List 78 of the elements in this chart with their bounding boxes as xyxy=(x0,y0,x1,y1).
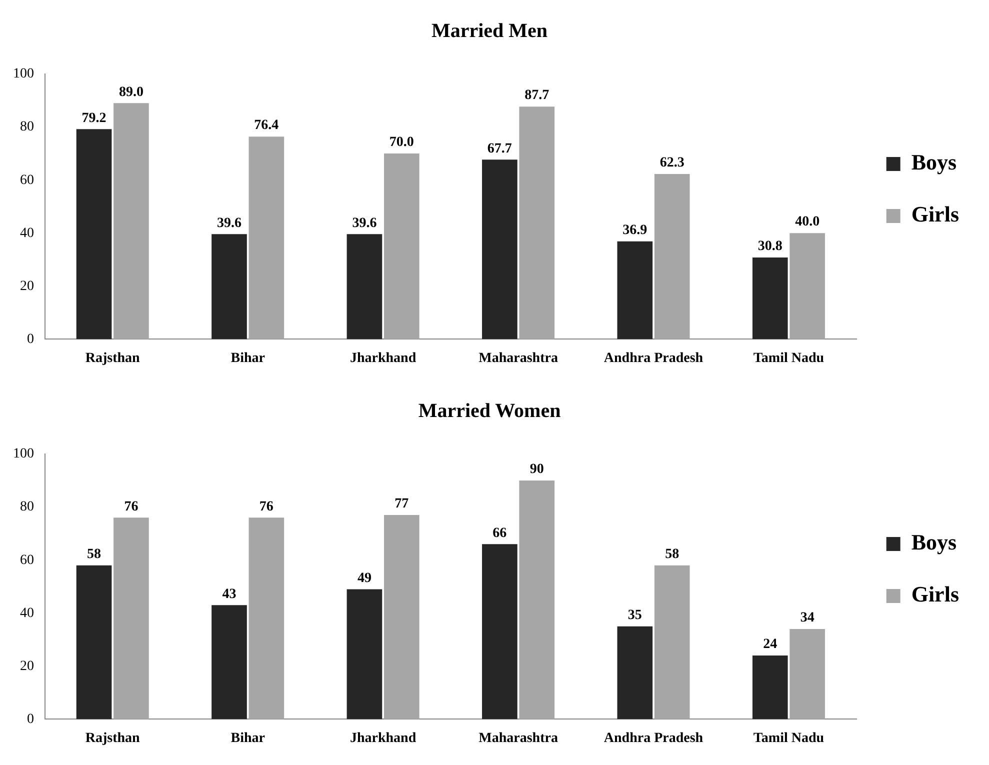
legend-label: Boys xyxy=(911,530,958,555)
bar xyxy=(384,514,420,720)
bar xyxy=(248,136,284,340)
data-label: 76 xyxy=(259,499,274,514)
data-label: 49 xyxy=(357,570,372,586)
data-label: 58 xyxy=(87,546,102,562)
data-label: 40.0 xyxy=(795,214,820,230)
bar xyxy=(519,106,555,340)
data-label: 62.3 xyxy=(660,156,684,171)
data-label: 90 xyxy=(530,462,544,478)
data-label: 39.6 xyxy=(352,216,377,231)
bar xyxy=(482,160,518,340)
bar xyxy=(617,626,653,720)
data-label: 24 xyxy=(763,637,778,652)
bar xyxy=(482,544,518,720)
x-tick-label: Rajsthan xyxy=(85,731,140,746)
x-tick-label: Andhra Pradesh xyxy=(604,351,704,366)
x-tick-label: Tamil Nadu xyxy=(753,731,824,746)
chart-title: Married Men xyxy=(431,20,548,42)
chart-title: Married Women xyxy=(418,400,561,422)
bar xyxy=(346,589,382,720)
bar xyxy=(519,480,555,720)
bar xyxy=(384,154,420,340)
x-tick-label: Rajsthan xyxy=(85,351,140,366)
x-tick-label: Andhra Pradesh xyxy=(604,731,704,746)
y-tick-label: 40 xyxy=(20,226,34,241)
y-tick-label: 0 xyxy=(27,332,34,347)
data-label: 34 xyxy=(800,610,814,626)
bar xyxy=(654,174,690,340)
x-tick-label: Jharkhand xyxy=(350,731,416,746)
data-label: 66 xyxy=(492,526,507,541)
data-label: 76.4 xyxy=(254,118,279,134)
y-tick-label: 60 xyxy=(20,172,34,188)
x-tick-label: Maharashtra xyxy=(478,731,558,746)
data-label: 58 xyxy=(665,546,680,562)
y-tick-label: 0 xyxy=(27,712,34,727)
bar xyxy=(346,234,382,340)
bar xyxy=(790,233,825,340)
legend-label: Girls xyxy=(911,582,960,607)
bar xyxy=(617,241,653,340)
bar xyxy=(752,258,788,340)
x-tick-label: Bihar xyxy=(230,731,265,746)
x-tick-label: Maharashtra xyxy=(478,351,558,366)
bar xyxy=(654,565,690,720)
y-tick-label: 80 xyxy=(20,500,34,515)
y-tick-label: 20 xyxy=(20,278,34,294)
x-tick-label: Tamil Nadu xyxy=(753,351,824,366)
y-tick-label: 60 xyxy=(20,552,34,568)
data-label: 30.8 xyxy=(758,239,782,254)
data-label: 87.7 xyxy=(524,88,550,104)
data-label: 67.7 xyxy=(487,141,512,156)
data-label: 79.2 xyxy=(82,110,106,126)
bar xyxy=(752,656,788,720)
data-label: 70.0 xyxy=(389,135,414,150)
legend-label: Girls xyxy=(911,202,960,227)
x-tick-label: Jharkhand xyxy=(350,351,416,366)
bar xyxy=(248,518,284,720)
y-tick-label: 80 xyxy=(20,120,34,135)
bar xyxy=(114,518,149,720)
data-label: 35 xyxy=(628,608,642,623)
bar xyxy=(76,129,112,340)
bar xyxy=(212,234,247,340)
y-tick-label: 100 xyxy=(13,66,34,82)
bar xyxy=(790,629,825,720)
legend-label: Boys xyxy=(911,150,958,175)
data-label: 77 xyxy=(394,496,409,512)
data-label: 43 xyxy=(222,586,236,602)
data-label: 39.6 xyxy=(216,216,242,231)
bar xyxy=(114,103,149,340)
data-label: 89.0 xyxy=(118,84,144,100)
bar xyxy=(212,605,247,720)
y-tick-label: 40 xyxy=(20,606,34,621)
data-label: 76 xyxy=(124,499,138,514)
bar xyxy=(76,565,112,720)
y-tick-label: 100 xyxy=(13,446,34,462)
x-tick-label: Bihar xyxy=(230,351,265,366)
y-tick-label: 20 xyxy=(20,658,34,674)
data-label: 36.9 xyxy=(622,222,648,238)
